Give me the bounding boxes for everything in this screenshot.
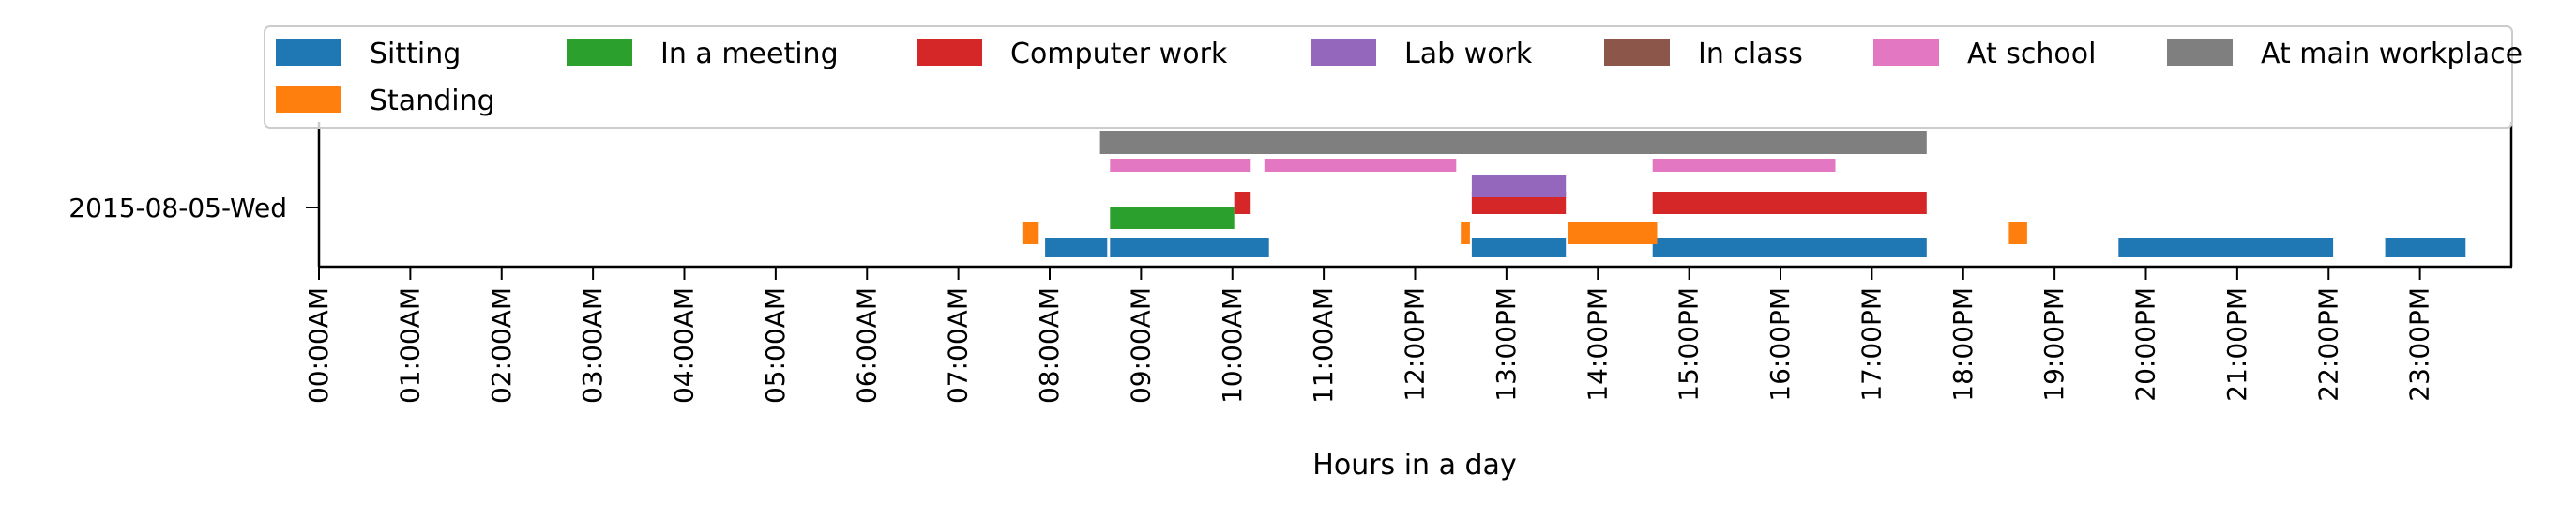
bar-standing: [1022, 222, 1039, 244]
x-tick-label: 00:00AM: [303, 287, 334, 404]
bar-standing: [2008, 222, 2027, 244]
legend-frame: [264, 25, 2513, 129]
legend-swatch: [276, 39, 341, 66]
legend-label: In a meeting: [660, 38, 839, 70]
x-ticks-layer: 00:00AM 01:00AM 02:00AM 03:00AM 04:00AM 05:00…: [303, 267, 2435, 404]
bar-sitting: [1110, 238, 1269, 257]
x-tick-label: 07:00AM: [943, 287, 974, 404]
x-tick-label: 20:00PM: [2130, 287, 2161, 402]
x-tick-label: 02:00AM: [486, 287, 517, 404]
legend-swatch: [917, 39, 982, 66]
bar-at-main-workplace: [1099, 131, 1927, 154]
bar-sitting: [1471, 238, 1567, 257]
x-tick-label: 04:00AM: [669, 287, 700, 404]
x-tick-label: 06:00AM: [851, 287, 882, 404]
x-axis-label: Hours in a day: [1312, 449, 1516, 482]
x-tick-label: 16:00PM: [1765, 287, 1796, 402]
bar-standing: [1461, 222, 1470, 244]
bar-sitting: [2118, 238, 2334, 257]
bar-in-a-meeting: [1110, 207, 1235, 229]
bar-at-school: [1264, 159, 1457, 172]
bars-layer: [1022, 131, 2466, 257]
legend-label: Sitting: [370, 38, 461, 70]
x-tick-label: 18:00PM: [1947, 287, 1978, 402]
x-tick-label: 19:00PM: [2038, 287, 2069, 402]
legend-label: Lab work: [1404, 38, 1533, 70]
bar-at-school: [1110, 159, 1251, 172]
legend-label: Computer work: [1010, 38, 1228, 70]
x-tick-label: 08:00AM: [1034, 287, 1065, 404]
bar-sitting: [1045, 238, 1108, 257]
bar-computer-work: [1652, 192, 1927, 214]
x-tick-label: 14:00PM: [1582, 287, 1613, 402]
legend: Sitting Standing In a meeting Computer work…: [264, 25, 2523, 129]
bar-at-school: [1652, 159, 1836, 172]
legend-label: In class: [1698, 38, 1803, 70]
legend-label: At school: [1967, 38, 2096, 70]
x-tick-label: 03:00AM: [577, 287, 608, 404]
bar-computer-work: [1234, 192, 1251, 214]
x-tick-label: 11:00AM: [1308, 287, 1339, 404]
legend-swatch: [1311, 39, 1376, 66]
bar-sitting: [1652, 238, 1927, 257]
bar-standing: [1568, 222, 1658, 244]
x-tick-label: 01:00AM: [394, 287, 425, 404]
x-tick-label: 12:00PM: [1400, 287, 1431, 402]
legend-label: Standing: [370, 84, 495, 117]
legend-swatch: [276, 86, 341, 113]
legend-label: At main workplace: [2261, 38, 2523, 70]
bar-sitting: [2385, 238, 2466, 257]
x-tick-label: 09:00AM: [1125, 287, 1156, 404]
legend-swatch: [567, 39, 632, 66]
legend-swatch: [2167, 39, 2233, 66]
legend-swatch: [1873, 39, 1939, 66]
x-tick-label: 05:00AM: [760, 287, 791, 404]
x-tick-label: 13:00PM: [1491, 287, 1522, 402]
x-tick-label: 10:00AM: [1217, 287, 1248, 404]
x-tick-label: 17:00PM: [1856, 287, 1887, 402]
legend-swatch: [1604, 39, 1670, 66]
y-tick-label: 2015-08-05-Wed: [68, 192, 287, 223]
x-tick-label: 23:00PM: [2404, 287, 2435, 402]
x-tick-label: 22:00PM: [2312, 287, 2343, 402]
bar-lab-work: [1471, 175, 1567, 197]
x-tick-label: 15:00PM: [1674, 287, 1705, 402]
x-tick-label: 21:00PM: [2221, 287, 2252, 402]
